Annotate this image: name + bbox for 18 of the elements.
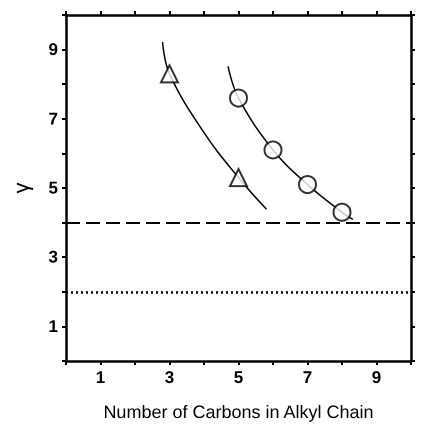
x-tick-label: 9	[372, 368, 382, 387]
point	[229, 88, 248, 108]
x-tick-label: 1	[96, 368, 106, 387]
y-tick-label: 1	[48, 316, 58, 336]
x-axis-title: Number of Carbons in Alkyl Chain	[103, 402, 374, 422]
y-tick-label: 5	[48, 178, 58, 198]
point	[298, 175, 317, 194]
point	[332, 202, 352, 222]
point	[264, 140, 282, 160]
x-tick-label: 5	[234, 368, 244, 387]
y-tick-label: 7	[48, 109, 58, 128]
point	[160, 64, 179, 84]
x-tick-label: 3	[164, 368, 174, 387]
x-tick-label: 7	[302, 368, 312, 387]
y-tick-label: 3	[48, 248, 58, 267]
y-axis-title: γ	[8, 182, 34, 194]
y-tick-label: 9	[48, 40, 58, 60]
point	[229, 168, 248, 188]
